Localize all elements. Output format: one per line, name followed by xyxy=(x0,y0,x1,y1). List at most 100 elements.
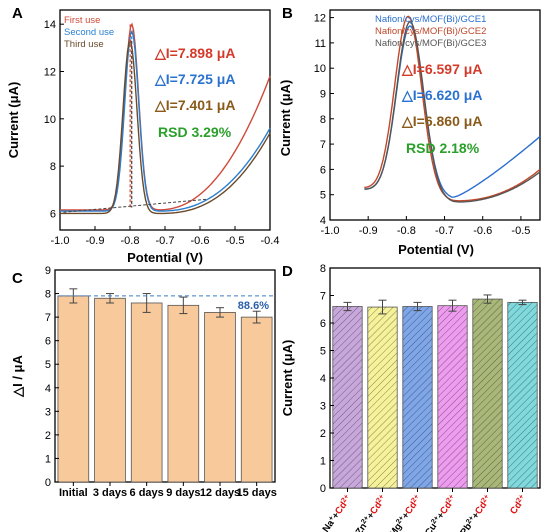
annotation-a-2: △I=7.725 μA xyxy=(154,71,235,87)
y-tick-label: 6 xyxy=(50,208,56,220)
legend-second-use: Second use xyxy=(64,27,114,38)
y-tick-label: 3 xyxy=(320,401,326,413)
bar xyxy=(204,311,236,483)
annotation-a-3: △I=7.401 μA xyxy=(154,97,235,113)
x-tick-label: -0.9 xyxy=(359,225,378,237)
y-tick-label: 7 xyxy=(45,312,51,324)
x-tick-label: -0.6 xyxy=(473,225,492,237)
bar xyxy=(240,316,273,483)
x-tick-label: 3 days xyxy=(93,487,127,499)
y-tick-label: 12 xyxy=(44,67,56,79)
x-tick-label: -0.7 xyxy=(435,225,454,237)
panel-c: C 88.6% 0 1 2 3 4 5 6 7 8 9 Initial 3 days 6 days 9 d… xyxy=(10,265,277,499)
bar-hatch xyxy=(367,307,398,488)
legend-first-use: First use xyxy=(64,15,100,26)
y-tick-label: 2 xyxy=(320,428,326,440)
bar-hatch xyxy=(472,299,503,488)
y-tick-label: 1 xyxy=(320,456,326,468)
series-line-3 xyxy=(364,21,541,203)
x-tick-label: -0.4 xyxy=(261,235,280,247)
x-tick-label: 9 days xyxy=(166,487,200,499)
y-tick-label: 9 xyxy=(45,265,51,277)
legend-gce2: Nafion/cys/MOF(Bi)/GCE2 xyxy=(375,26,486,37)
x-tick-label: Pb2++Cd2+ xyxy=(458,493,494,532)
y-tick-label: 10 xyxy=(314,63,326,75)
annotation-b-2: △I=6.620 μA xyxy=(401,87,482,103)
bar xyxy=(94,297,126,483)
x-tick-label: 15 days xyxy=(236,487,276,499)
y-tick-label: 10 xyxy=(44,114,56,126)
x-tick-label: -0.6 xyxy=(191,235,210,247)
y-tick-label: 6 xyxy=(320,318,326,330)
y-tick-label: 8 xyxy=(50,161,56,173)
x-tick-label: -0.8 xyxy=(397,225,416,237)
series-line-2 xyxy=(364,15,541,202)
bar-hatch xyxy=(507,302,538,488)
y-tick-label: 4 xyxy=(320,373,326,385)
panel-label-d: D xyxy=(282,263,293,280)
bar-hatch xyxy=(332,306,363,488)
legend-gce3: Nafion/cys/MOF(Bi)/GCE3 xyxy=(375,38,486,49)
y-tick-label: 14 xyxy=(44,19,56,31)
x-tick-label: 12 days xyxy=(200,487,240,499)
panel-c-frame xyxy=(54,269,276,483)
panel-label-c: C xyxy=(12,270,23,287)
series-line-3 xyxy=(60,39,271,215)
retention-annotation: 88.6% xyxy=(238,300,269,312)
baseline-dash-line xyxy=(63,198,208,213)
y-tick-label: 7 xyxy=(320,291,326,303)
panel-d-ylabel: Current (μA) xyxy=(280,340,295,417)
bar xyxy=(57,295,90,483)
panel-label-b: B xyxy=(282,5,293,22)
x-tick-label: 6 days xyxy=(130,487,164,499)
y-tick-label: 8 xyxy=(320,263,326,275)
y-tick-label: 5 xyxy=(320,190,326,202)
legend-third-use: Third use xyxy=(64,39,104,50)
panel-b-xlabel: Potential (V) xyxy=(398,242,474,257)
y-tick-label: 8 xyxy=(320,114,326,126)
annotation-b-4: RSD 2.18% xyxy=(406,140,480,156)
y-tick-label: 6 xyxy=(45,336,51,348)
panel-label-a: A xyxy=(12,5,23,22)
y-tick-label: 12 xyxy=(314,13,326,25)
x-tick-label: Initial xyxy=(59,487,88,499)
x-tick-label: Cd2+ xyxy=(508,493,529,517)
y-tick-label: 2 xyxy=(45,430,51,442)
y-tick-label: 1 xyxy=(45,453,51,465)
x-tick-label: Cu2++Cd2+ xyxy=(423,493,459,532)
annotation-a-4: RSD 3.29% xyxy=(158,124,232,140)
x-tick-label: -0.7 xyxy=(156,235,175,247)
annotation-b-1: △I=6.597 μA xyxy=(401,61,482,77)
panel-c-ylabel: △I / μA xyxy=(10,355,25,398)
y-tick-label: 0 xyxy=(45,477,51,489)
y-tick-label: 4 xyxy=(45,383,51,395)
bar xyxy=(130,302,163,483)
x-tick-label: Mg2++Cd2+ xyxy=(387,493,424,532)
y-tick-label: 5 xyxy=(45,359,51,371)
panel-a-ylabel: Current (μA) xyxy=(6,82,21,159)
x-tick-label: -0.5 xyxy=(226,235,245,247)
panel-b-frame xyxy=(329,9,541,221)
y-tick-label: 3 xyxy=(45,406,51,418)
bar-hatch xyxy=(437,305,468,488)
x-tick-label: Zn2++Cd2+ xyxy=(353,493,389,532)
legend-gce1: Nafion/cys/MOF(Bi)/GCE1 xyxy=(375,14,486,25)
panel-b-ylabel: Current (μA) xyxy=(278,80,293,157)
panel-a-xlabel: Potential (V) xyxy=(127,250,203,265)
series-line-2 xyxy=(60,29,271,212)
x-tick-label: -0.9 xyxy=(86,235,105,247)
x-tick-label: -1.0 xyxy=(51,235,70,247)
panel-b: B -1.0 -0.9 -0.8 -0.7 -0.6 -0.5 4 5 6 7 8 9 10 11 12 P… xyxy=(278,5,541,257)
bar-hatch xyxy=(402,306,433,488)
y-tick-label: 11 xyxy=(315,38,326,50)
annotation-a-1: △I=7.898 μA xyxy=(154,45,235,61)
panel-a: A -1.0 -0.9 -0.8 -0.7 -0.6 -0.5 -0.4 6 8 10 12 14 P… xyxy=(6,5,279,265)
y-tick-label: 7 xyxy=(320,139,326,151)
y-tick-label: 6 xyxy=(320,164,326,176)
y-tick-label: 9 xyxy=(320,88,326,100)
y-tick-label: 5 xyxy=(320,346,326,358)
panel-d: D 0 1 2 3 4 5 6 7 8 Na++Cd2+Zn2++Cd2+Mg2++Cd2+Cu2… xyxy=(280,263,541,532)
x-tick-label: -0.8 xyxy=(121,235,140,247)
annotation-b-3: △I=6.860 μA xyxy=(401,113,482,129)
